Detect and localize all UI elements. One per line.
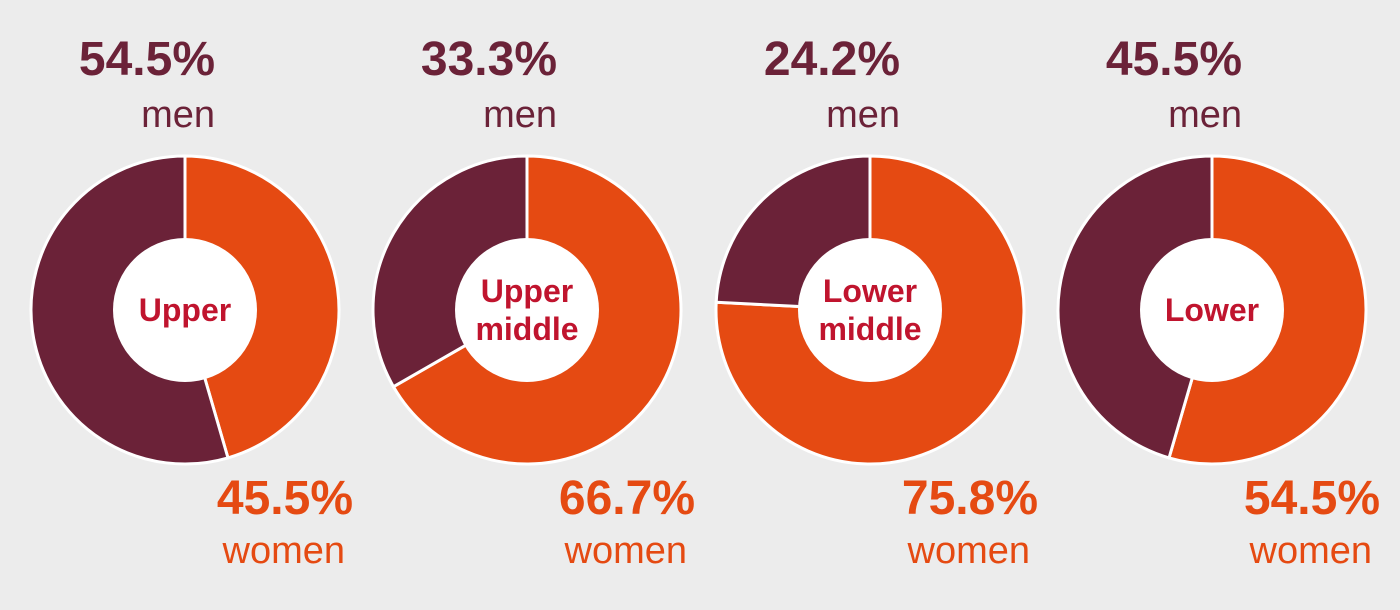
men-percent: 54.5% (78, 33, 215, 86)
women-percent: 75.8% (901, 472, 1038, 525)
center-label: middle (818, 311, 921, 347)
donut-panel-lower-middle: 24.2% men Lower middle 75.8% women (710, 0, 1050, 610)
donut-hole (113, 238, 257, 382)
donut-chart-upper: Upper (29, 154, 341, 466)
women-label: women (907, 530, 1031, 572)
women-percent: 45.5% (216, 472, 353, 525)
women-label: women (564, 530, 688, 572)
men-percent: 24.2% (763, 33, 900, 86)
women-label: women (1249, 530, 1373, 572)
center-label: Upper (481, 273, 573, 309)
center-label: Upper (139, 292, 231, 328)
men-label: men (483, 94, 557, 136)
slice-women (183, 154, 341, 460)
center-label: Lower (1165, 292, 1259, 328)
men-percent: 33.3% (420, 33, 557, 86)
men-label: men (1168, 94, 1242, 136)
women-label: women (222, 530, 346, 572)
donut-hole (1140, 238, 1284, 382)
center-label: middle (475, 311, 578, 347)
donut-panel-lower: 45.5% men Lower 54.5% women (1052, 0, 1392, 610)
center-label: Lower (823, 273, 917, 309)
donut-chart-lower: Lower (1056, 154, 1368, 466)
donut-hole (798, 238, 942, 382)
men-label: men (826, 94, 900, 136)
donut-hole (455, 238, 599, 382)
men-label: men (141, 94, 215, 136)
men-percent: 45.5% (1105, 33, 1242, 86)
slice-men (1056, 154, 1214, 460)
donut-panel-upper: 54.5% men Upper 45.5% women (25, 0, 365, 610)
donut-panel-upper-middle: 33.3% men Upper middle 66.7% women (367, 0, 707, 610)
women-percent: 66.7% (558, 472, 695, 525)
women-percent: 54.5% (1243, 472, 1380, 525)
slice-women (714, 154, 1026, 466)
